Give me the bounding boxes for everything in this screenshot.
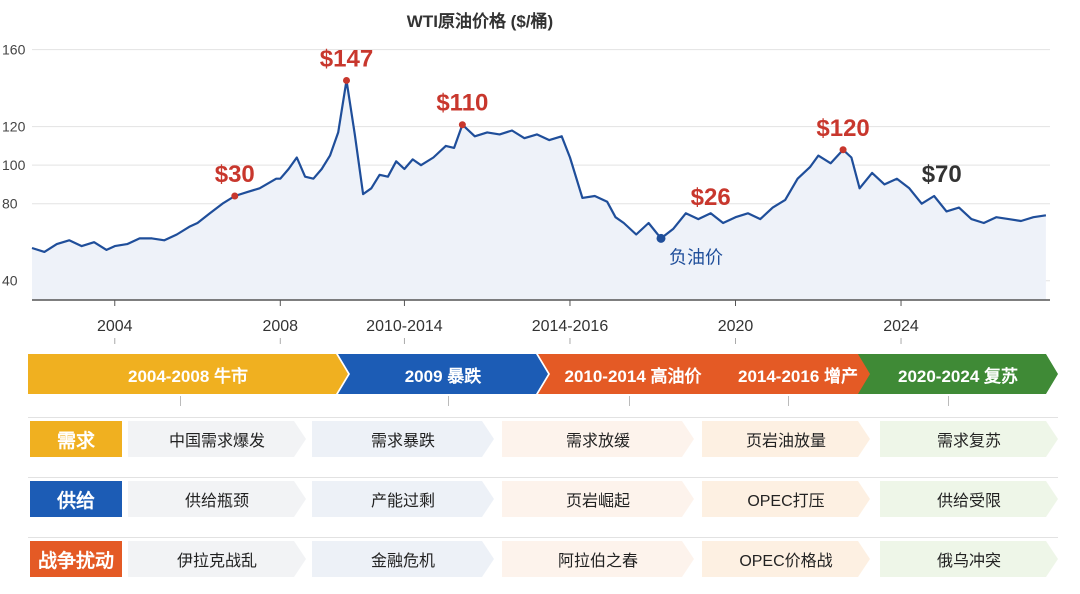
factor-cell: 中国需求爆发 bbox=[128, 421, 306, 457]
factor-label-supply: 供给 bbox=[30, 481, 122, 517]
factor-label-war: 战争扰动 bbox=[30, 541, 122, 577]
phase-bull-market: 2004-2008 牛市 bbox=[28, 354, 348, 394]
x-tick-label: 2014-2016 bbox=[532, 318, 609, 335]
annotation-label: $147 bbox=[320, 45, 373, 72]
factor-row-demand: 需求 中国需求爆发 需求暴跌 需求放缓 页岩油放量 需求复苏 bbox=[28, 417, 1058, 458]
factor-cell: 产能过剩 bbox=[312, 481, 494, 517]
factor-row-supply: 供给 供给瓶颈 产能过剩 页岩崛起 OPEC打压 供给受限 bbox=[28, 477, 1058, 518]
factor-cell: 阿拉伯之春 bbox=[502, 541, 694, 577]
y-tick-label: 80 bbox=[2, 196, 18, 212]
factor-cell: 俄乌冲突 bbox=[880, 541, 1058, 577]
factor-row-war: 战争扰动 伊拉克战乱 金融危机 阿拉伯之春 OPEC价格战 俄乌冲突 bbox=[28, 537, 1058, 578]
factor-cell: OPEC打压 bbox=[702, 481, 870, 517]
phase-tick bbox=[788, 396, 789, 406]
factor-cell: 页岩崛起 bbox=[502, 481, 694, 517]
y-tick-label: 100 bbox=[2, 157, 26, 173]
phase-tick bbox=[948, 396, 949, 406]
factor-cell: 需求暴跌 bbox=[312, 421, 494, 457]
annotation-marker bbox=[458, 121, 466, 129]
phase-tick bbox=[629, 396, 630, 406]
annotation-marker bbox=[231, 192, 239, 200]
x-tick-label: 2010-2014 bbox=[366, 318, 443, 335]
factor-cell: 金融危机 bbox=[312, 541, 494, 577]
x-axis: 2004 2008 2010-2014 2014-2016 2020 2024 bbox=[97, 300, 919, 344]
factor-cell: 需求放缓 bbox=[502, 421, 694, 457]
y-tick-label: 120 bbox=[2, 119, 26, 135]
x-tick-label: 2008 bbox=[262, 318, 298, 335]
phase-timeline: 2004-2008 牛市 2009 暴跌 2010-2014 高油价 2014-… bbox=[28, 354, 1058, 394]
phase-crash: 2009 暴跌 bbox=[338, 354, 548, 394]
annotation-marker bbox=[343, 76, 351, 84]
factor-cell: 页岩油放量 bbox=[702, 421, 870, 457]
phase-recovery: 2020-2024 复苏 bbox=[858, 354, 1058, 394]
annotation-label: $110 bbox=[436, 90, 488, 117]
annotation-marker bbox=[839, 146, 847, 154]
factor-cell: 需求复苏 bbox=[880, 421, 1058, 457]
annotation-label: $26 bbox=[691, 184, 731, 211]
factor-cell: OPEC价格战 bbox=[702, 541, 870, 577]
price-line bbox=[31, 79, 1047, 253]
y-axis: 40 80 100 120 160 bbox=[2, 42, 26, 289]
phase-high-price: 2010-2014 高油价 bbox=[538, 354, 728, 394]
annotation-label: $70 bbox=[922, 161, 962, 188]
y-tick-label: 160 bbox=[2, 42, 26, 58]
phase-tick bbox=[180, 396, 181, 406]
phase-tick bbox=[448, 396, 449, 406]
x-tick-label: 2004 bbox=[97, 318, 133, 335]
annotation-label: $120 bbox=[816, 115, 869, 142]
price-chart: WTI原油价格 ($/桶) 40 80 100 120 160 2004 2008 2010… bbox=[2, 11, 1050, 344]
x-tick-label: 2024 bbox=[883, 318, 919, 335]
price-area-fill bbox=[32, 80, 1046, 301]
factor-cell: 供给瓶颈 bbox=[128, 481, 306, 517]
factor-cell: 伊拉克战乱 bbox=[128, 541, 306, 577]
annotations: $147 $30 $110 $26 $120 $70 负油价 bbox=[215, 45, 962, 267]
factor-cell: 供给受限 bbox=[880, 481, 1058, 517]
annotation-label: $30 bbox=[215, 161, 255, 188]
phase-oversupply: 2014-2016 增产 bbox=[708, 354, 888, 394]
annotation-label: 负油价 bbox=[669, 247, 723, 267]
x-tick-label: 2020 bbox=[718, 318, 754, 335]
y-tick-label: 40 bbox=[2, 273, 18, 289]
factor-label-demand: 需求 bbox=[30, 421, 122, 457]
annotation-marker bbox=[656, 233, 666, 243]
chart-title: WTI原油价格 ($/桶) bbox=[407, 11, 553, 31]
